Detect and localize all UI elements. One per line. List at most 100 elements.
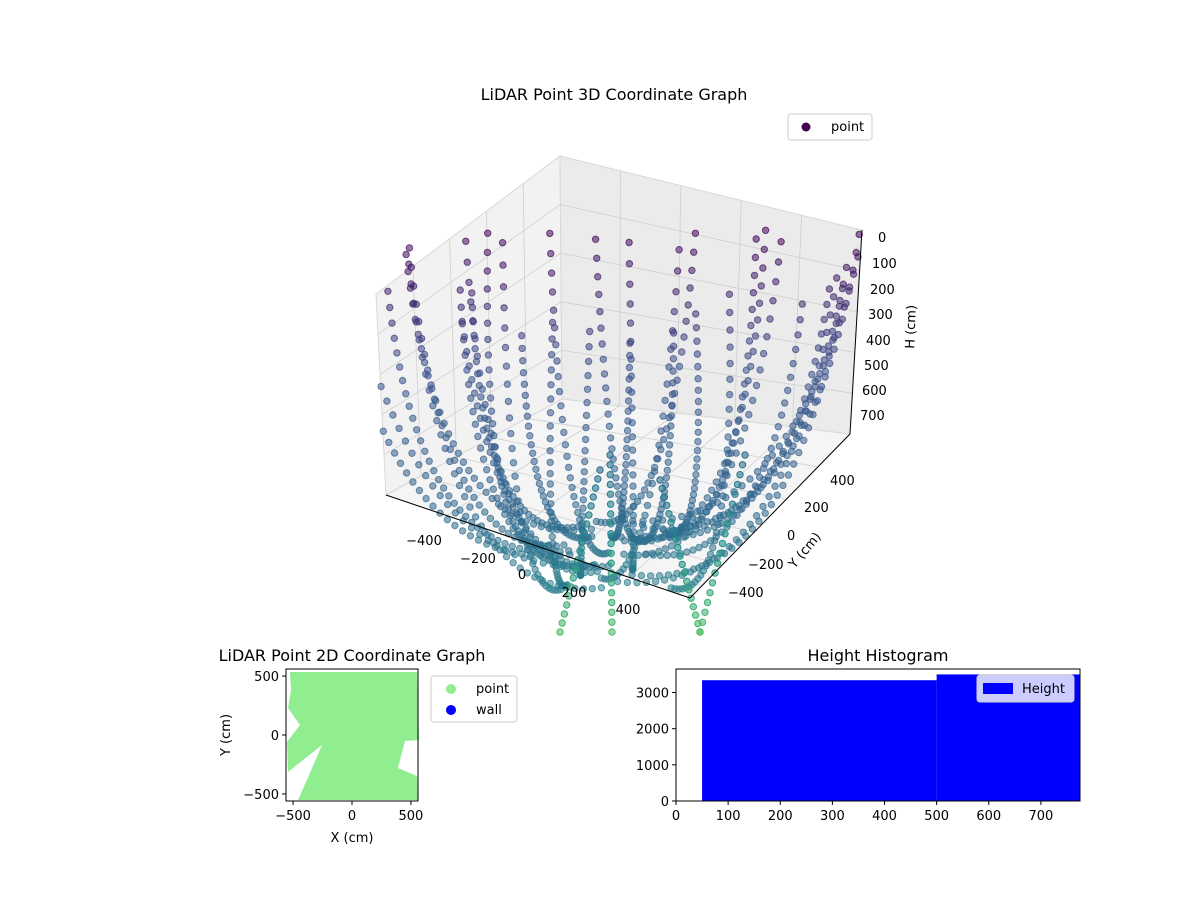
scatter-3d-point xyxy=(469,407,477,416)
scatter-3d-point xyxy=(755,299,764,307)
scatter-3d-point xyxy=(670,307,678,316)
scatter-3d-point xyxy=(518,518,526,527)
scatter-3d-point xyxy=(766,315,774,323)
scatter-3d-point xyxy=(660,576,669,584)
y-axis-line xyxy=(689,433,851,599)
scatter-3d-point xyxy=(546,555,554,563)
scatter-3d-point xyxy=(648,549,656,558)
scatter-3d-point xyxy=(606,480,614,489)
scatter-3d-point xyxy=(748,305,756,314)
scatter-3d-point xyxy=(742,496,751,504)
scatter-3d-point xyxy=(584,371,592,380)
scatter-3d-point xyxy=(505,414,514,422)
scatter-3d-point xyxy=(508,444,516,453)
scatter-3d-point xyxy=(462,237,470,246)
scatter-3d-point xyxy=(456,286,464,294)
scatter-3d-point xyxy=(576,515,584,524)
scatter-3d-point xyxy=(496,473,504,481)
scatter-3d-point xyxy=(560,610,569,618)
scatter-3d-point xyxy=(842,263,851,272)
scatter-3d-point xyxy=(833,274,841,282)
scatter-3d-point xyxy=(560,428,568,437)
scatter-3d-point xyxy=(669,355,678,363)
scatter-3d-point xyxy=(698,618,707,626)
legend-histogram: Height xyxy=(976,674,1075,703)
scatter-3d-point xyxy=(587,568,595,577)
scatter-3d-point xyxy=(607,549,615,557)
scatter-3d-point xyxy=(795,448,803,457)
scatter-3d-point xyxy=(747,321,755,330)
scatter-3d-point xyxy=(579,487,588,495)
scatter-3d-point xyxy=(591,235,600,244)
scatter-3d-point xyxy=(779,481,787,490)
scatter-3d-point xyxy=(568,483,576,492)
scatter-3d-point xyxy=(751,253,760,262)
scatter-3d-point xyxy=(586,327,594,336)
scatter-3d-point xyxy=(471,420,480,428)
scatter-3d-point xyxy=(678,348,686,356)
scatter-3d-point xyxy=(508,542,516,550)
scatter-3d-point xyxy=(546,409,555,417)
scatter-3d-point xyxy=(405,402,413,410)
scatter-3d-point xyxy=(708,486,716,494)
y3d-tick-label: −200 xyxy=(748,558,784,573)
scatter-3d-point xyxy=(541,551,549,559)
scatter-3d-point xyxy=(483,267,491,275)
scatter-3d-point xyxy=(677,524,685,532)
scatter-3d-point xyxy=(774,423,782,431)
scatter-3d-point xyxy=(826,311,834,319)
scatter-3d-point xyxy=(784,471,793,479)
scatter-3d-point xyxy=(546,422,554,430)
scatter-3d-point xyxy=(725,390,734,399)
scatter-3d-point xyxy=(752,235,760,243)
scatter-3d-point xyxy=(585,511,593,519)
scatter-3d-point xyxy=(817,330,826,338)
scatter-3d-point xyxy=(832,312,840,320)
scatter-3d-point xyxy=(546,469,554,478)
scatter-3d-point xyxy=(672,288,680,296)
scatter-3d-point xyxy=(800,421,809,429)
scatter-3d-point xyxy=(685,586,693,594)
scatter-3d-point xyxy=(550,324,559,332)
scatter-3d-point xyxy=(668,327,677,335)
scatter-3d-point xyxy=(752,381,761,390)
scatter-3d-point xyxy=(678,512,686,521)
scatter-3d-point xyxy=(694,428,702,436)
scatter-3d-point xyxy=(483,302,492,311)
x2d-tick-label: 0 xyxy=(348,809,356,824)
scatter-3d-point xyxy=(583,385,592,393)
scatter-3d-point xyxy=(781,399,789,407)
scatter-3d-point xyxy=(455,466,463,475)
scatter-3d-point xyxy=(533,473,542,481)
scatter-3d-point xyxy=(535,479,544,488)
scatter-3d-point xyxy=(581,447,589,455)
scatter-3d-point xyxy=(683,577,691,585)
grid-line-3d xyxy=(561,350,853,394)
scatter-3d-point xyxy=(694,375,702,383)
scatter-3d-point xyxy=(486,476,494,484)
scatter-3d-point xyxy=(603,397,611,406)
scatter-3d-point xyxy=(409,478,417,486)
hist-y-tick-label: 2000 xyxy=(636,723,669,738)
scatter-3d-point xyxy=(521,391,529,400)
scatter-3d-point xyxy=(830,345,838,353)
scatter-3d-point xyxy=(595,290,603,299)
scatter-3d-point xyxy=(701,608,709,616)
scatter-3d-point xyxy=(446,445,454,454)
scatter-3d-point xyxy=(759,502,767,511)
scatter-3d-point xyxy=(458,320,466,328)
scatter-3d-point xyxy=(552,542,560,550)
scatter-3d-point xyxy=(706,589,714,597)
scatter-3d-point xyxy=(415,461,423,469)
scatter-3d-point xyxy=(633,497,642,506)
scatter-3d-point xyxy=(563,601,571,609)
scatter-3d-point xyxy=(558,619,566,627)
scatter-3d-point xyxy=(544,541,553,549)
legend-histogram-swatch xyxy=(983,683,1013,694)
scatter-3d-point xyxy=(691,611,700,619)
scatter-3d-point xyxy=(647,471,655,480)
scatter-3d-point xyxy=(546,480,554,488)
scatter-3d-point xyxy=(502,552,511,561)
scatter-3d-point xyxy=(487,407,496,415)
scatter-3d-point xyxy=(483,248,492,257)
